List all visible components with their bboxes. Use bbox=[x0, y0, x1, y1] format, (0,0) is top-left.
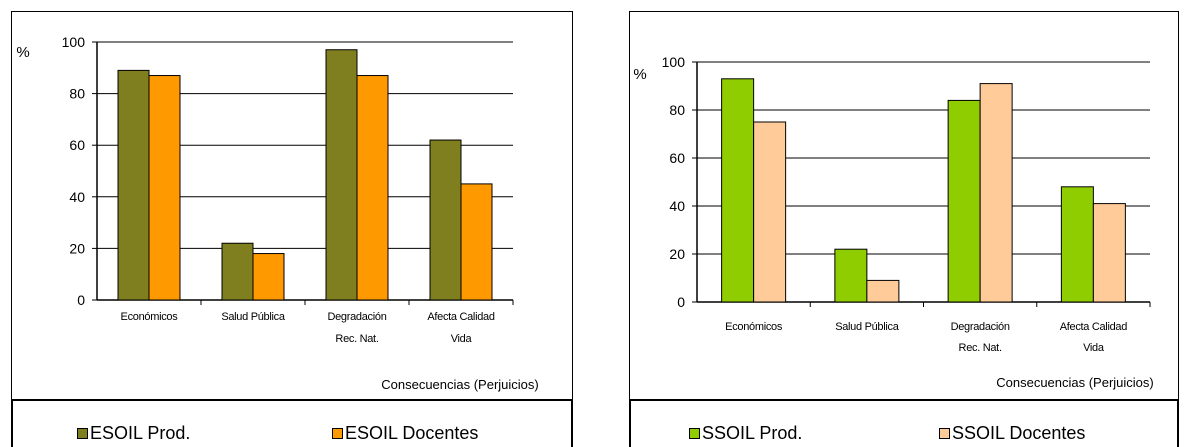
bar bbox=[356, 75, 389, 301]
category-label: Degradación bbox=[327, 311, 386, 323]
category-label: Vida bbox=[1083, 342, 1105, 354]
bar bbox=[753, 121, 787, 303]
y-tick-label: 20 bbox=[669, 246, 685, 262]
x-axis-label: Consecuencias (Perjuicios) bbox=[996, 375, 1154, 390]
legend-item-series-2: SSOIL Docentes bbox=[939, 423, 1085, 443]
y-tick-label: 60 bbox=[669, 150, 685, 166]
category-label: Afecta Calidad bbox=[1060, 321, 1128, 333]
bar bbox=[325, 49, 358, 301]
legend-label: ESOIL Docentes bbox=[345, 423, 479, 443]
y-tick-label: 60 bbox=[69, 137, 85, 153]
legend-swatch bbox=[939, 428, 950, 439]
category-label: Degradación bbox=[951, 321, 1010, 333]
x-axis-label: Consecuencias (Perjuicios) bbox=[381, 377, 539, 392]
bar bbox=[117, 69, 150, 301]
legend-swatch bbox=[77, 428, 88, 439]
category-label: Salud Pública bbox=[221, 311, 286, 323]
bar bbox=[721, 78, 755, 303]
category-label: Afecta Calidad bbox=[427, 311, 495, 323]
y-tick-label: 0 bbox=[77, 292, 85, 308]
category-label: Rec. Nat. bbox=[959, 342, 1002, 354]
bar bbox=[866, 279, 900, 303]
y-tick-label: 100 bbox=[62, 34, 86, 50]
legend-item-series-2: ESOIL Docentes bbox=[332, 423, 478, 443]
y-tick-label: 80 bbox=[69, 86, 85, 102]
y-axis-label: % bbox=[16, 44, 29, 61]
legend-label: SSOIL Docentes bbox=[952, 423, 1086, 443]
category-label: Vida bbox=[451, 333, 473, 345]
bar bbox=[252, 253, 285, 301]
bar bbox=[947, 99, 981, 303]
y-tick-label: 100 bbox=[662, 54, 686, 70]
bar bbox=[834, 248, 868, 303]
bar bbox=[1060, 186, 1094, 303]
bar bbox=[429, 139, 462, 301]
y-tick-label: 20 bbox=[69, 240, 85, 256]
bar bbox=[1092, 203, 1126, 303]
legend-swatch bbox=[689, 428, 700, 439]
legend-right: SSOIL Prod. SSOIL Docentes bbox=[629, 399, 1179, 447]
y-tick-label: 80 bbox=[669, 102, 685, 118]
category-label: Salud Pública bbox=[835, 321, 900, 333]
legend-item-series-1: SSOIL Prod. bbox=[689, 423, 802, 443]
legend-left: ESOIL Prod. ESOIL Docentes bbox=[11, 399, 573, 447]
legend-label: SSOIL Prod. bbox=[702, 423, 803, 443]
legend-item-series-1: ESOIL Prod. bbox=[77, 423, 190, 443]
y-tick-label: 40 bbox=[69, 189, 85, 205]
bar bbox=[148, 75, 181, 301]
category-label: Económicos bbox=[725, 321, 783, 333]
bar bbox=[460, 183, 493, 301]
y-tick-label: 0 bbox=[677, 294, 685, 310]
bar bbox=[221, 242, 254, 301]
legend-label: ESOIL Prod. bbox=[90, 423, 191, 443]
category-label: Rec. Nat. bbox=[335, 333, 378, 345]
category-label: Económicos bbox=[121, 311, 179, 323]
y-axis-label: % bbox=[633, 66, 646, 83]
y-tick-label: 40 bbox=[669, 198, 685, 214]
bar bbox=[979, 83, 1013, 303]
legend-swatch bbox=[332, 428, 343, 439]
